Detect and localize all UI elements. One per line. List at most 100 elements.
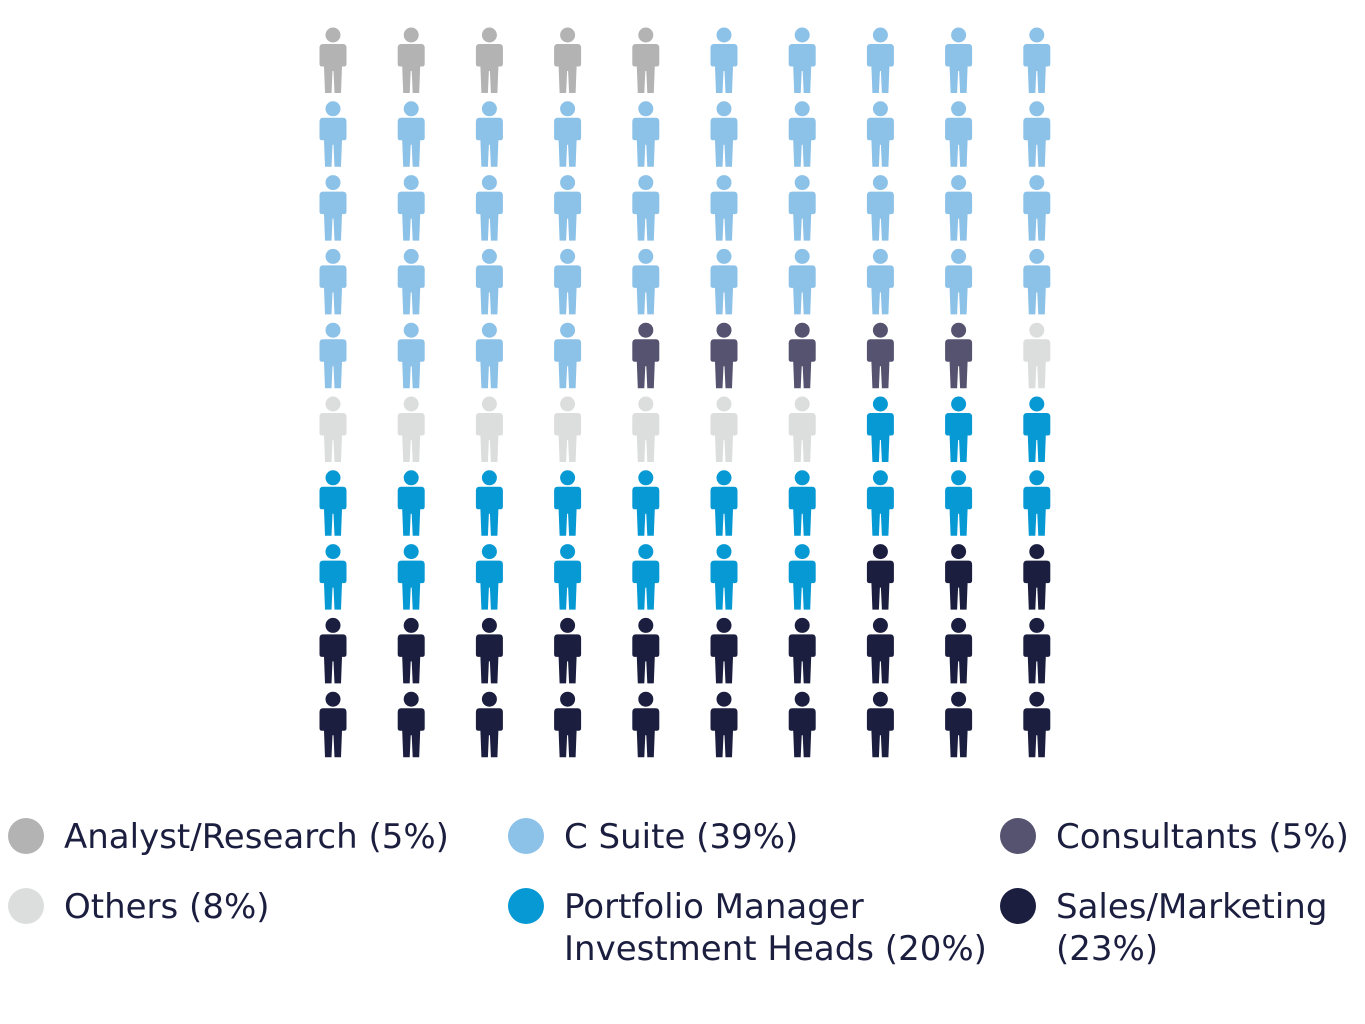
person-icon-c-suite xyxy=(945,27,973,93)
person-icon-sales-marketing xyxy=(632,691,660,758)
person-icon-c-suite xyxy=(1023,248,1051,315)
person-icon-consultants xyxy=(788,322,816,389)
person-icon-c-suite xyxy=(632,175,660,241)
legend-label-portfolio-manager: Portfolio Manager Investment Heads (20%) xyxy=(564,886,987,970)
person-icon-portfolio-manager-investment-heads xyxy=(554,544,582,610)
person-icon-others xyxy=(710,396,738,462)
person-icon-others xyxy=(475,396,503,462)
person-icon-sales-marketing xyxy=(397,617,425,684)
person-icon-c-suite xyxy=(1023,175,1051,241)
person-icon-sales-marketing xyxy=(632,617,660,684)
legend-item-portfolio-manager: Portfolio Manager Investment Heads (20%) xyxy=(508,886,987,970)
person-icon-portfolio-manager-investment-heads xyxy=(397,470,425,536)
legend-label-c-suite: C Suite (39%) xyxy=(564,816,798,858)
person-icon-c-suite xyxy=(554,248,582,315)
person-icon-sales-marketing xyxy=(319,691,347,758)
person-icon-c-suite xyxy=(945,175,973,241)
person-icon-consultants xyxy=(945,322,973,389)
person-icon-c-suite xyxy=(397,248,425,315)
person-icon-portfolio-manager-investment-heads xyxy=(710,544,738,610)
person-icon-others xyxy=(1023,322,1051,389)
person-icon-c-suite xyxy=(319,101,347,167)
person-icon-c-suite xyxy=(788,175,816,241)
legend-item-c-suite: C Suite (39%) xyxy=(508,816,798,858)
legend-label-others: Others (8%) xyxy=(64,886,270,928)
person-icon-portfolio-manager-investment-heads xyxy=(866,396,894,462)
person-icon-sales-marketing xyxy=(475,617,503,684)
pictogram-chart xyxy=(319,27,1051,758)
person-icon-c-suite xyxy=(945,101,973,167)
person-icon-sales-marketing xyxy=(1023,544,1051,610)
person-icon-sales-marketing xyxy=(788,691,816,758)
person-icon-sales-marketing xyxy=(866,691,894,758)
legend-item-sales-marketing: Sales/Marketing (23%) xyxy=(1000,886,1327,970)
person-icon-consultants xyxy=(632,322,660,389)
person-icon-sales-marketing xyxy=(945,617,973,684)
person-icon-portfolio-manager-investment-heads xyxy=(475,470,503,536)
person-icon-portfolio-manager-investment-heads xyxy=(1023,470,1051,536)
person-icon-c-suite xyxy=(397,101,425,167)
person-icon-c-suite xyxy=(397,322,425,389)
person-icon-others xyxy=(554,396,582,462)
person-icon-sales-marketing xyxy=(1023,691,1051,758)
person-icon-portfolio-manager-investment-heads xyxy=(945,396,973,462)
person-icon-sales-marketing xyxy=(945,544,973,610)
person-icon-others xyxy=(319,396,347,462)
person-icon-c-suite xyxy=(866,101,894,167)
person-icon-c-suite xyxy=(632,101,660,167)
person-icon-c-suite xyxy=(1023,101,1051,167)
person-icon-portfolio-manager-investment-heads xyxy=(554,470,582,536)
person-icon-c-suite xyxy=(475,175,503,241)
legend-label-line: C Suite (39%) xyxy=(564,817,799,857)
legend-label-line: Analyst/Research (5%) xyxy=(64,817,449,857)
legend-label-line: Portfolio Manager xyxy=(564,887,864,927)
person-icon-c-suite xyxy=(475,101,503,167)
person-icon-c-suite xyxy=(866,175,894,241)
person-icon-c-suite xyxy=(788,27,816,93)
legend-swatch-sales-marketing xyxy=(1000,888,1036,924)
legend-label-sales-marketing: Sales/Marketing (23%) xyxy=(1056,886,1327,970)
person-icon-sales-marketing xyxy=(554,617,582,684)
person-icon-c-suite xyxy=(319,248,347,315)
person-icon-others xyxy=(397,396,425,462)
person-icon-analyst-research xyxy=(554,27,582,93)
person-icon-sales-marketing xyxy=(319,617,347,684)
legend-label-line: Others (8%) xyxy=(64,887,270,927)
person-icon-portfolio-manager-investment-heads xyxy=(632,544,660,610)
person-icon-portfolio-manager-investment-heads xyxy=(632,470,660,536)
person-icon-sales-marketing xyxy=(710,617,738,684)
person-icon-sales-marketing xyxy=(397,691,425,758)
person-icon-sales-marketing xyxy=(866,544,894,610)
legend-item-consultants: Consultants (5%) xyxy=(1000,816,1349,858)
legend-swatch-consultants xyxy=(1000,818,1036,854)
person-icon-c-suite xyxy=(319,322,347,389)
person-icon-others xyxy=(632,396,660,462)
person-icon-c-suite xyxy=(788,101,816,167)
legend-label-line: Consultants (5%) xyxy=(1056,817,1349,857)
person-icon-c-suite xyxy=(397,175,425,241)
person-icon-portfolio-manager-investment-heads xyxy=(319,470,347,536)
legend-label-consultants: Consultants (5%) xyxy=(1056,816,1349,858)
person-icon-c-suite xyxy=(866,248,894,315)
person-icon-portfolio-manager-investment-heads xyxy=(866,470,894,536)
person-icon-sales-marketing xyxy=(554,691,582,758)
legend-item-analyst-research: Analyst/Research (5%) xyxy=(8,816,449,858)
person-icon-c-suite xyxy=(632,248,660,315)
person-icon-c-suite xyxy=(475,322,503,389)
legend-label-line: (23%) xyxy=(1056,929,1159,969)
person-icon-c-suite xyxy=(554,101,582,167)
person-icon-c-suite xyxy=(554,322,582,389)
person-icon-c-suite xyxy=(788,248,816,315)
person-icon-sales-marketing xyxy=(475,691,503,758)
person-icon-consultants xyxy=(866,322,894,389)
legend-swatch-others xyxy=(8,888,44,924)
legend-label-line: Investment Heads (20%) xyxy=(564,929,987,969)
person-icon-analyst-research xyxy=(475,27,503,93)
person-icon-portfolio-manager-investment-heads xyxy=(788,470,816,536)
person-icon-c-suite xyxy=(319,175,347,241)
person-icon-sales-marketing xyxy=(945,691,973,758)
person-icon-portfolio-manager-investment-heads xyxy=(788,544,816,610)
legend-swatch-portfolio-manager xyxy=(508,888,544,924)
person-icon-sales-marketing xyxy=(788,617,816,684)
person-icon-portfolio-manager-investment-heads xyxy=(397,544,425,610)
